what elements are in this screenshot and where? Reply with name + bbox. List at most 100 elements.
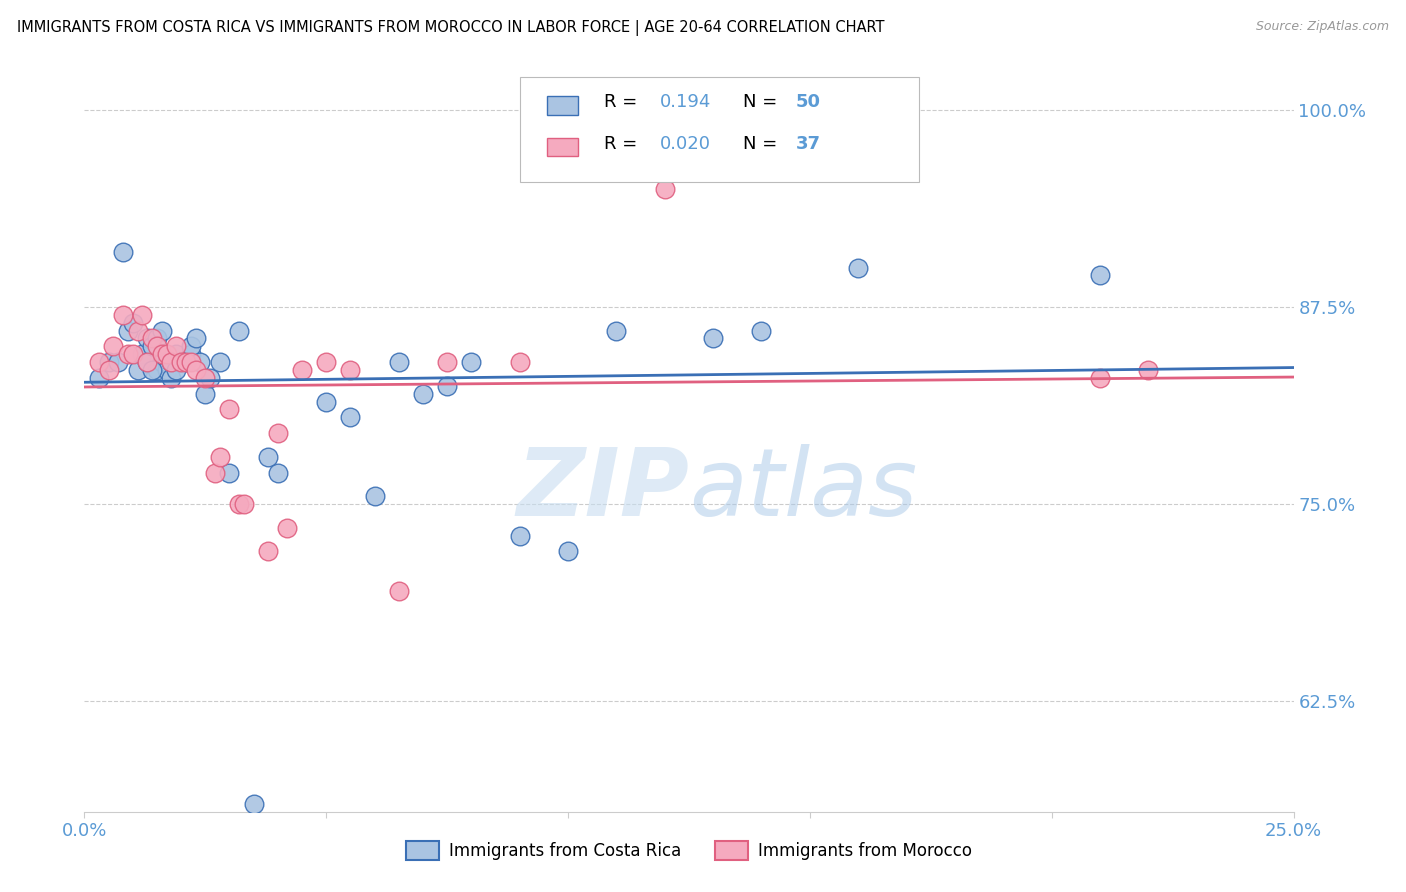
Point: [127, 363, 149, 377]
Point: [218, 466, 240, 480]
Point: [194, 371, 217, 385]
Point: [363, 489, 385, 503]
Point: [150, 324, 173, 338]
Point: [315, 355, 337, 369]
Point: [846, 260, 869, 275]
Text: 50: 50: [796, 93, 820, 112]
Point: [160, 355, 183, 369]
Point: [436, 379, 458, 393]
Point: [436, 355, 458, 369]
Point: [257, 544, 280, 558]
Point: [117, 347, 139, 361]
Point: [160, 371, 183, 385]
Point: [180, 339, 202, 353]
Point: [150, 355, 173, 369]
Point: [267, 426, 290, 441]
Point: [112, 244, 135, 259]
FancyBboxPatch shape: [547, 137, 578, 156]
Point: [141, 331, 163, 345]
Point: [218, 402, 240, 417]
Legend: Immigrants from Costa Rica, Immigrants from Morocco: Immigrants from Costa Rica, Immigrants f…: [399, 835, 979, 867]
Point: [509, 529, 531, 543]
Text: 37: 37: [796, 135, 820, 153]
Point: [117, 324, 139, 338]
Point: [165, 363, 187, 377]
Point: [155, 355, 177, 369]
Point: [146, 363, 169, 377]
Point: [242, 797, 264, 811]
Point: [103, 339, 125, 353]
Text: atlas: atlas: [689, 444, 917, 535]
Point: [131, 347, 153, 361]
Point: [751, 324, 773, 338]
Point: [146, 339, 169, 353]
Point: [228, 497, 250, 511]
Text: N =: N =: [744, 135, 783, 153]
Point: [180, 347, 202, 361]
Text: Source: ZipAtlas.com: Source: ZipAtlas.com: [1256, 20, 1389, 33]
Point: [315, 394, 337, 409]
Point: [170, 355, 193, 369]
Point: [165, 339, 187, 353]
Point: [150, 347, 173, 361]
Point: [136, 355, 159, 369]
Point: [87, 371, 110, 385]
Point: [87, 355, 110, 369]
Point: [1137, 363, 1160, 377]
Point: [136, 331, 159, 345]
Point: [198, 371, 221, 385]
Point: [107, 355, 129, 369]
Point: [170, 355, 193, 369]
Point: [267, 466, 290, 480]
Point: [204, 466, 226, 480]
Point: [121, 316, 143, 330]
Point: [121, 347, 143, 361]
Point: [1088, 371, 1111, 385]
Point: [112, 308, 135, 322]
Point: [180, 355, 202, 369]
Point: [141, 339, 163, 353]
Point: [146, 331, 169, 345]
Point: [605, 324, 627, 338]
Point: [509, 355, 531, 369]
Point: [165, 347, 187, 361]
Text: 0.020: 0.020: [659, 135, 711, 153]
Point: [155, 347, 177, 361]
Point: [388, 355, 411, 369]
Point: [97, 355, 120, 369]
Point: [654, 181, 676, 195]
Point: [557, 544, 579, 558]
Point: [702, 331, 724, 345]
Point: [174, 355, 197, 369]
Point: [97, 363, 120, 377]
Point: [127, 324, 149, 338]
Point: [412, 386, 434, 401]
Point: [339, 363, 361, 377]
Text: 0.194: 0.194: [659, 93, 711, 112]
Point: [1088, 268, 1111, 283]
FancyBboxPatch shape: [520, 78, 918, 182]
Point: [194, 386, 217, 401]
Text: R =: R =: [605, 135, 644, 153]
Point: [228, 324, 250, 338]
Point: [184, 363, 207, 377]
Point: [141, 363, 163, 377]
Point: [155, 363, 177, 377]
Point: [460, 355, 482, 369]
Point: [131, 308, 153, 322]
Text: R =: R =: [605, 93, 644, 112]
Point: [339, 410, 361, 425]
Point: [184, 331, 207, 345]
Text: ZIP: ZIP: [516, 443, 689, 535]
Point: [233, 497, 256, 511]
Point: [291, 363, 314, 377]
Point: [257, 450, 280, 464]
Point: [208, 450, 231, 464]
Point: [190, 355, 212, 369]
Point: [276, 521, 298, 535]
Point: [136, 355, 159, 369]
Point: [388, 583, 411, 598]
FancyBboxPatch shape: [547, 95, 578, 114]
Text: IMMIGRANTS FROM COSTA RICA VS IMMIGRANTS FROM MOROCCO IN LABOR FORCE | AGE 20-64: IMMIGRANTS FROM COSTA RICA VS IMMIGRANTS…: [17, 20, 884, 36]
Point: [208, 355, 231, 369]
